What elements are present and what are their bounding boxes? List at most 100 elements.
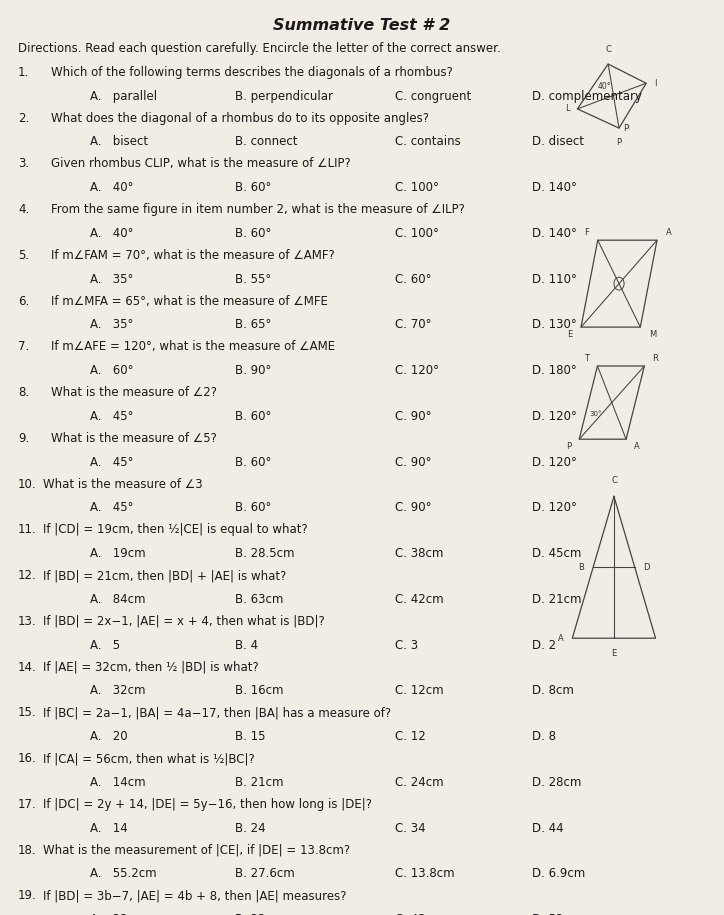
- Text: E: E: [611, 650, 617, 658]
- Text: D. 2: D. 2: [532, 639, 556, 651]
- Text: A.   45°: A. 45°: [90, 456, 134, 468]
- Text: B. connect: B. connect: [235, 135, 298, 148]
- Text: D. 8: D. 8: [532, 730, 556, 743]
- Text: C. 100°: C. 100°: [395, 181, 439, 194]
- Text: C: C: [611, 477, 617, 485]
- Text: If |BD| = 21cm, then |BD| + |AE| is what?: If |BD| = 21cm, then |BD| + |AE| is what…: [43, 569, 287, 582]
- Text: D: D: [644, 563, 650, 572]
- Text: P: P: [616, 138, 622, 147]
- Text: I: I: [627, 125, 629, 131]
- Text: 30°: 30°: [589, 411, 602, 416]
- Text: R: R: [652, 354, 658, 363]
- Text: 17.: 17.: [18, 798, 37, 811]
- Text: If |AE| = 32cm, then ½ |BD| is what?: If |AE| = 32cm, then ½ |BD| is what?: [43, 661, 259, 673]
- Text: 14.: 14.: [18, 661, 37, 673]
- Text: A.   40°: A. 40°: [90, 181, 134, 194]
- Text: D. 52: D. 52: [532, 913, 564, 915]
- Text: Which of the following terms describes the diagonals of a rhombus?: Which of the following terms describes t…: [51, 66, 452, 79]
- Text: C. 70°: C. 70°: [395, 318, 431, 331]
- Text: 3.: 3.: [18, 157, 29, 170]
- Text: If |CD| = 19cm, then ½|CE| is equal to what?: If |CD| = 19cm, then ½|CE| is equal to w…: [43, 523, 308, 536]
- Text: D. 130°: D. 130°: [532, 318, 577, 331]
- Text: D. 120°: D. 120°: [532, 501, 577, 514]
- Text: A.   22: A. 22: [90, 913, 128, 915]
- Text: 10.: 10.: [18, 478, 37, 490]
- Text: P: P: [566, 442, 571, 451]
- Text: If |BD| = 2x−1, |AE| = x + 4, then what is |BD|?: If |BD| = 2x−1, |AE| = x + 4, then what …: [43, 615, 325, 628]
- Text: B. 27.6cm: B. 27.6cm: [235, 867, 295, 880]
- Text: C. 90°: C. 90°: [395, 501, 431, 514]
- Text: 7.: 7.: [18, 340, 30, 353]
- Text: 16.: 16.: [18, 752, 37, 765]
- Text: A.   5: A. 5: [90, 639, 121, 651]
- Text: A.   84cm: A. 84cm: [90, 593, 146, 606]
- Text: D. 120°: D. 120°: [532, 456, 577, 468]
- Text: If |BC| = 2a−1, |BA| = 4a−17, then |BA| has a measure of?: If |BC| = 2a−1, |BA| = 4a−17, then |BA| …: [43, 706, 392, 719]
- Text: P: P: [623, 124, 628, 133]
- Text: 1.: 1.: [18, 66, 30, 79]
- Text: A.   14: A. 14: [90, 822, 128, 834]
- Text: C. 38cm: C. 38cm: [395, 547, 443, 560]
- Text: A.   32cm: A. 32cm: [90, 684, 146, 697]
- Text: A: A: [634, 442, 640, 451]
- Text: B. 60°: B. 60°: [235, 501, 272, 514]
- Text: C. 90°: C. 90°: [395, 456, 431, 468]
- Text: B. 60°: B. 60°: [235, 227, 272, 240]
- Text: C. contains: C. contains: [395, 135, 460, 148]
- Text: A.   35°: A. 35°: [90, 273, 134, 285]
- Text: C. congruent: C. congruent: [395, 90, 471, 102]
- Text: 40°: 40°: [598, 82, 611, 92]
- Text: D. 28cm: D. 28cm: [532, 776, 581, 789]
- Text: B. 21cm: B. 21cm: [235, 776, 284, 789]
- Text: If m∠FAM = 70°, what is the measure of ∠AMF?: If m∠FAM = 70°, what is the measure of ∠…: [51, 249, 334, 262]
- Text: Given rhombus CLIP, what is the measure of ∠LIP?: Given rhombus CLIP, what is the measure …: [51, 157, 350, 170]
- Text: What is the measurement of |CE|, if |DE| = 13.8cm?: What is the measurement of |CE|, if |DE|…: [43, 844, 350, 856]
- Text: What is the measure of ∠5?: What is the measure of ∠5?: [51, 432, 216, 445]
- Text: C. 12cm: C. 12cm: [395, 684, 443, 697]
- Text: What is the measure of ∠3: What is the measure of ∠3: [43, 478, 203, 490]
- Text: C. 100°: C. 100°: [395, 227, 439, 240]
- Text: A.   55.2cm: A. 55.2cm: [90, 867, 157, 880]
- Text: B. 63cm: B. 63cm: [235, 593, 284, 606]
- Text: What does the diagonal of a rhombus do to its opposite angles?: What does the diagonal of a rhombus do t…: [51, 112, 429, 124]
- Text: D. 180°: D. 180°: [532, 364, 577, 377]
- Text: A: A: [665, 228, 671, 237]
- Text: A.   parallel: A. parallel: [90, 90, 158, 102]
- Text: B. 32: B. 32: [235, 913, 266, 915]
- Text: 13.: 13.: [18, 615, 37, 628]
- Text: What is the measure of ∠2?: What is the measure of ∠2?: [51, 386, 216, 399]
- Text: A: A: [558, 634, 563, 642]
- Text: B. 60°: B. 60°: [235, 410, 272, 423]
- Text: C. 42: C. 42: [395, 913, 425, 915]
- Text: 9.: 9.: [18, 432, 30, 445]
- Text: B. 24: B. 24: [235, 822, 266, 834]
- Text: L: L: [565, 104, 569, 113]
- Text: A.   14cm: A. 14cm: [90, 776, 146, 789]
- Text: B. 4: B. 4: [235, 639, 258, 651]
- Text: B. 28.5cm: B. 28.5cm: [235, 547, 295, 560]
- Text: 15.: 15.: [18, 706, 37, 719]
- Text: T: T: [584, 354, 589, 363]
- Text: B. 65°: B. 65°: [235, 318, 272, 331]
- Text: C. 42cm: C. 42cm: [395, 593, 443, 606]
- Text: B. 16cm: B. 16cm: [235, 684, 284, 697]
- Text: 11.: 11.: [18, 523, 37, 536]
- Text: D. 140°: D. 140°: [532, 227, 577, 240]
- Text: If |BD| = 3b−7, |AE| = 4b + 8, then |AE| measures?: If |BD| = 3b−7, |AE| = 4b + 8, then |AE|…: [43, 889, 347, 902]
- Text: C: C: [605, 45, 611, 54]
- Text: B. 15: B. 15: [235, 730, 266, 743]
- Text: A.   35°: A. 35°: [90, 318, 134, 331]
- Text: 2.: 2.: [18, 112, 30, 124]
- Text: A.   40°: A. 40°: [90, 227, 134, 240]
- Text: C. 13.8cm: C. 13.8cm: [395, 867, 454, 880]
- Text: B. 55°: B. 55°: [235, 273, 272, 285]
- Text: D. 140°: D. 140°: [532, 181, 577, 194]
- Text: 8.: 8.: [18, 386, 29, 399]
- Text: C. 12: C. 12: [395, 730, 425, 743]
- Text: B. 60°: B. 60°: [235, 181, 272, 194]
- Text: B: B: [578, 563, 584, 572]
- Text: D. 6.9cm: D. 6.9cm: [532, 867, 586, 880]
- Text: D. 110°: D. 110°: [532, 273, 577, 285]
- Text: If |DC| = 2y + 14, |DE| = 5y−16, then how long is |DE|?: If |DC| = 2y + 14, |DE| = 5y−16, then ho…: [43, 798, 372, 811]
- Text: C. 3: C. 3: [395, 639, 418, 651]
